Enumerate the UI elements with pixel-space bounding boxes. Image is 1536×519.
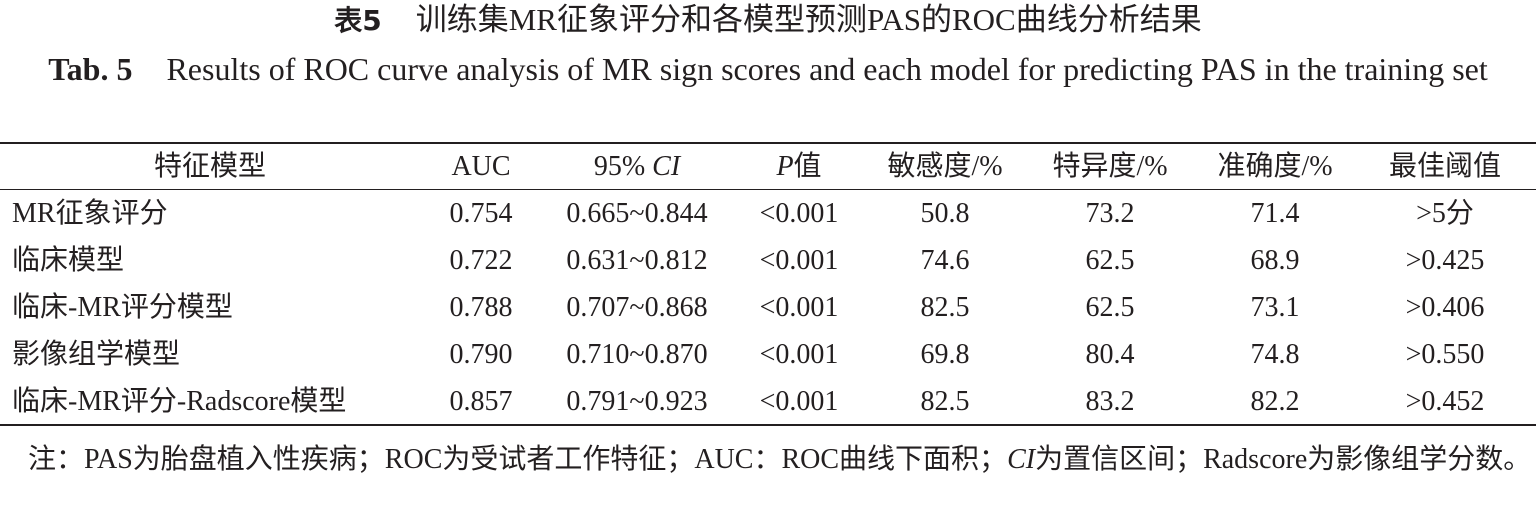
- text-segment: CI: [1007, 444, 1036, 475]
- header-rule: [0, 189, 1536, 190]
- table-cell: MR征象评分: [12, 198, 168, 229]
- table-cell: 0.722: [449, 245, 513, 276]
- title-cn: 表5 训练集MR征象评分和各模型预测PAS的ROC曲线分析结果: [0, 0, 1536, 40]
- header-cell: 95% CI: [487, 143, 787, 190]
- table-cell: 62.5: [1085, 245, 1135, 276]
- text-segment: 95%: [593, 151, 653, 182]
- table-cell: >0.425: [1405, 245, 1485, 276]
- text-segment: AUC: [451, 151, 511, 182]
- table-cell: >5分: [1416, 198, 1474, 229]
- table-cell: <0.001: [759, 292, 839, 323]
- text-segment: 特异度/%: [1052, 151, 1168, 182]
- title-en: Tab. 5 Results of ROC curve analysis of M…: [30, 46, 1506, 93]
- table-cell: 0.665~0.844: [566, 198, 708, 229]
- text-segment: P: [776, 151, 794, 182]
- text-segment: 最佳阈值: [1388, 151, 1501, 182]
- bottom-rule: [0, 424, 1536, 426]
- top-rule: [0, 142, 1536, 144]
- table-cell: 73.1: [1250, 292, 1300, 323]
- table-cell: >0.406: [1405, 292, 1485, 323]
- table-cell: 0.790: [449, 339, 513, 370]
- table-cell: 临床-MR评分模型: [12, 292, 233, 323]
- text-segment: 特征模型: [153, 151, 266, 182]
- table-cell: 74.8: [1250, 339, 1300, 370]
- table-cell: 0.788: [449, 292, 513, 323]
- header-cell: 最佳阈值: [1295, 143, 1536, 190]
- table-cell: 73.2: [1085, 198, 1135, 229]
- table-cell: 83.2: [1085, 386, 1135, 417]
- table-cell: >0.550: [1405, 339, 1485, 370]
- table-cell: 80.4: [1085, 339, 1135, 370]
- title-cn-label: 表5: [334, 4, 382, 37]
- table-cell: 82.2: [1250, 386, 1300, 417]
- table-cell: 0.857: [449, 386, 513, 417]
- header-cell: AUC: [331, 143, 631, 190]
- table-cell: 0.710~0.870: [566, 339, 708, 370]
- table-cell: 62.5: [1085, 292, 1135, 323]
- text-segment: 值: [793, 151, 822, 182]
- table-cell: 74.6: [920, 245, 970, 276]
- table-cell: 68.9: [1250, 245, 1300, 276]
- table-cell: 0.707~0.868: [566, 292, 708, 323]
- header-cell: 特征模型: [60, 143, 360, 190]
- table-cell: 影像组学模型: [12, 339, 181, 370]
- table-cell: 71.4: [1250, 198, 1300, 229]
- text-segment: 敏感度/%: [887, 151, 1003, 182]
- title-cn-text: 训练集MR征象评分和各模型预测PAS的ROC曲线分析结果: [415, 2, 1202, 37]
- table-cell: 82.5: [920, 292, 970, 323]
- header-cell: 敏感度/%: [795, 143, 1095, 190]
- title-en-label: Tab. 5: [48, 51, 133, 87]
- header-cell: 准确度/%: [1125, 143, 1425, 190]
- note: 注：PAS为胎盘植入性疾病；ROC为受试者工作特征；AUC：ROC曲线下面积；C…: [0, 441, 1536, 479]
- table-cell: 临床-MR评分-Radscore模型: [12, 386, 347, 417]
- header-cell: 特异度/%: [960, 143, 1260, 190]
- title-en-text: Results of ROC curve analysis of MR sign…: [166, 51, 1488, 87]
- table-cell: >0.452: [1405, 386, 1485, 417]
- table-cell: 0.791~0.923: [566, 386, 708, 417]
- table-cell: <0.001: [759, 339, 839, 370]
- table-cell: <0.001: [759, 245, 839, 276]
- table-cell: 50.8: [920, 198, 970, 229]
- table-cell: 82.5: [920, 386, 970, 417]
- table-cell: <0.001: [759, 386, 839, 417]
- text-segment: 为置信区间；Radscore为影像组学分数。: [1035, 444, 1532, 475]
- table-cell: 临床模型: [12, 245, 125, 276]
- table-cell: <0.001: [759, 198, 839, 229]
- table-cell: 0.754: [449, 198, 513, 229]
- table-cell: 69.8: [920, 339, 970, 370]
- text-segment: 注：PAS为胎盘植入性疾病；ROC为受试者工作特征；AUC：ROC曲线下面积；: [28, 444, 1008, 475]
- header-cell: P值: [649, 143, 949, 190]
- text-segment: 准确度/%: [1217, 151, 1333, 182]
- table-cell: 0.631~0.812: [566, 245, 708, 276]
- text-segment: CI: [652, 151, 681, 182]
